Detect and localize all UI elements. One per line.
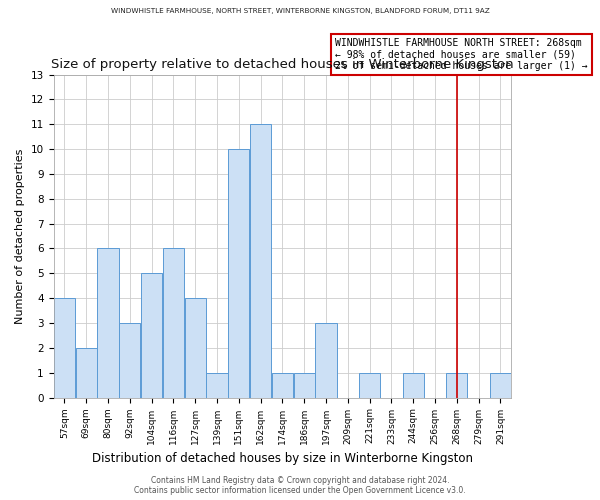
Bar (228, 149, 250, 398)
Bar (185, 298, 206, 398)
Text: WINDWHISTLE FARMHOUSE NORTH STREET: 268sqm
← 98% of detached houses are smaller : WINDWHISTLE FARMHOUSE NORTH STREET: 268s… (335, 38, 588, 72)
Text: WINDWHISTLE FARMHOUSE, NORTH STREET, WINTERBORNE KINGSTON, BLANDFORD FORUM, DT11: WINDWHISTLE FARMHOUSE, NORTH STREET, WIN… (110, 8, 490, 14)
Bar (316, 323, 337, 398)
Title: Size of property relative to detached houses in Winterborne Kingston: Size of property relative to detached ho… (51, 58, 514, 70)
Bar (54, 298, 75, 398)
Bar (97, 248, 119, 398)
Y-axis label: Number of detached properties: Number of detached properties (15, 148, 25, 324)
Bar (446, 372, 467, 398)
Bar (250, 124, 271, 398)
Bar (76, 348, 97, 398)
Bar (359, 372, 380, 398)
Bar (272, 372, 293, 398)
Text: Contains HM Land Registry data © Crown copyright and database right 2024.
Contai: Contains HM Land Registry data © Crown c… (134, 476, 466, 495)
Bar (141, 274, 162, 398)
Bar (163, 248, 184, 398)
Bar (293, 372, 315, 398)
Bar (490, 372, 511, 398)
Bar (119, 323, 140, 398)
Bar (403, 372, 424, 398)
X-axis label: Distribution of detached houses by size in Winterborne Kingston: Distribution of detached houses by size … (92, 452, 473, 465)
Bar (206, 372, 227, 398)
